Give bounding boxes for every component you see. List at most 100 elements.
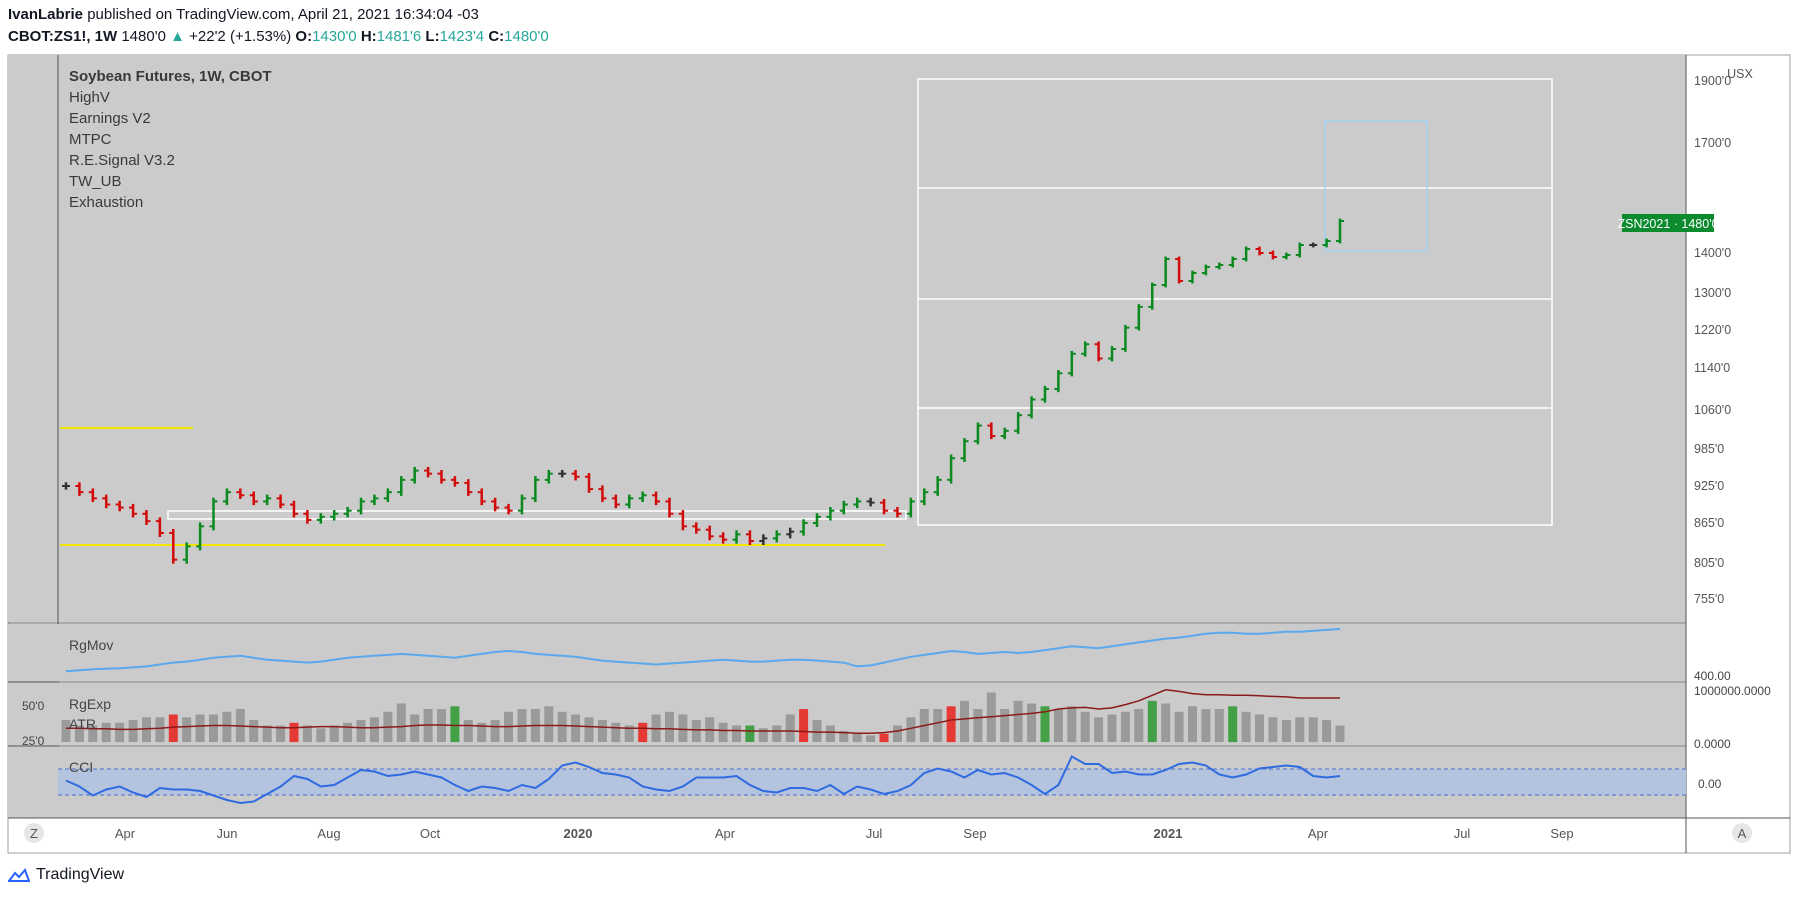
price-bar (62, 482, 70, 490)
price-bar (1336, 218, 1344, 244)
price-bar (1027, 396, 1036, 419)
volume-bar (396, 703, 406, 742)
volume-bar (74, 725, 84, 742)
price-change: +22'2 (+1.53%) (189, 28, 292, 45)
price-bar (410, 466, 419, 484)
price-bar (705, 525, 714, 541)
volume-bar (1268, 717, 1278, 743)
price-bar (933, 476, 942, 496)
legend-study[interactable]: Earnings V2 (69, 110, 151, 127)
price-bar (1054, 370, 1063, 393)
legend-study[interactable]: TW_UB (69, 173, 122, 190)
price-bar (1268, 250, 1277, 260)
price-bar (477, 488, 486, 506)
projection-box[interactable] (917, 78, 1553, 526)
volume-bar (88, 725, 98, 742)
rgexp-pane[interactable] (58, 683, 1686, 745)
price-bar (155, 517, 164, 537)
rgexp-series (61, 689, 1345, 743)
y-tick-label: 985'0 (1694, 442, 1724, 456)
volume-bar (142, 717, 151, 743)
volume-bar (584, 717, 594, 743)
volume-bar (1241, 711, 1251, 743)
volume-bar (557, 711, 567, 743)
price-bar (812, 513, 821, 527)
volume-bar (665, 711, 674, 743)
legend-study[interactable]: HighV (69, 89, 110, 106)
price-bar (880, 498, 889, 515)
volume-bar (933, 709, 943, 742)
volume-bar (1335, 725, 1345, 742)
price-bar (1215, 262, 1224, 270)
volume-bar (101, 722, 111, 743)
legend-study[interactable]: R.E.Signal V3.2 (69, 152, 175, 169)
y-tick-label: 1900'0 (1694, 74, 1731, 88)
price-bar (1242, 246, 1251, 262)
rgmov-label: RgMov (69, 637, 113, 653)
price-bar (759, 534, 768, 545)
legend-study[interactable]: Exhaustion (69, 194, 144, 211)
price-bar (692, 522, 701, 534)
price-bar (558, 469, 567, 478)
target-box[interactable] (1324, 120, 1428, 252)
y-tick-label: 1700'0 (1694, 136, 1731, 150)
price-bar (316, 513, 325, 524)
chart-legend: Soybean Futures, 1W, CBOT HighV Earnings… (69, 66, 272, 213)
left-tick: 25'0 (22, 734, 45, 748)
price-axis-ticks: 1900'0 1700'0 1400'0 1300'0 1220'0 1140'0 1060… (1694, 74, 1731, 606)
volume-bar (893, 725, 902, 742)
x-tick-label: Jun (217, 826, 238, 841)
x-tick-label: Oct (420, 826, 441, 841)
volume-bar (1094, 717, 1104, 743)
volume-bar (839, 731, 849, 742)
price-bar (129, 503, 138, 518)
auto-scale-toggle[interactable] (1732, 823, 1752, 843)
rgmov-series (65, 628, 1341, 673)
price-bar (330, 510, 339, 521)
price-bar (893, 506, 902, 518)
price-bar (625, 494, 634, 509)
volume-bar (410, 714, 420, 742)
volume-bar (369, 717, 379, 743)
cci-scale: 0.00 (1698, 777, 1722, 791)
price-bar (115, 500, 124, 512)
price-bar (263, 494, 272, 506)
volume-bar (249, 720, 259, 742)
log-scale-toggle[interactable] (24, 823, 44, 843)
price-bar (88, 488, 97, 503)
volume-bar (316, 728, 326, 743)
x-tick-label: Jul (866, 826, 883, 841)
price-bar (1108, 346, 1117, 362)
tradingview-brand[interactable]: TradingView (8, 866, 124, 884)
price-bar (182, 542, 191, 564)
open-value: 1430'0 (312, 28, 357, 45)
volume-bar (879, 733, 889, 743)
y-tick-label: 1220'0 (1694, 323, 1731, 337)
log-scale-toggle-text: Z (30, 826, 38, 841)
rgmov-line (65, 628, 1341, 673)
volume-bar (825, 725, 835, 742)
rgmov-pane[interactable] (58, 624, 1686, 681)
auto-scale-toggle-text: A (1738, 826, 1747, 841)
volume-bar (490, 720, 500, 742)
up-arrow-icon: ▲ (170, 28, 185, 45)
rgexp-scale-top: 1000000.0000 (1694, 684, 1771, 698)
legend-study[interactable]: MTPC (69, 131, 112, 148)
volume-bar (946, 706, 956, 743)
price-bar (531, 476, 540, 503)
volume-bar (155, 717, 165, 743)
price-bar (1188, 270, 1197, 284)
volume-bar (356, 720, 366, 742)
cci-line (65, 755, 1341, 805)
volume-bar (624, 725, 634, 742)
price-bar (571, 469, 580, 481)
volume-bar (1188, 706, 1197, 743)
price-pane[interactable] (58, 55, 1686, 622)
volume-bar (1322, 720, 1332, 742)
volume-bar (289, 722, 299, 743)
left-tick: 50'0 (22, 699, 45, 713)
volume-bar (1281, 720, 1291, 742)
price-bar (1175, 256, 1184, 284)
price-bar (464, 479, 473, 496)
